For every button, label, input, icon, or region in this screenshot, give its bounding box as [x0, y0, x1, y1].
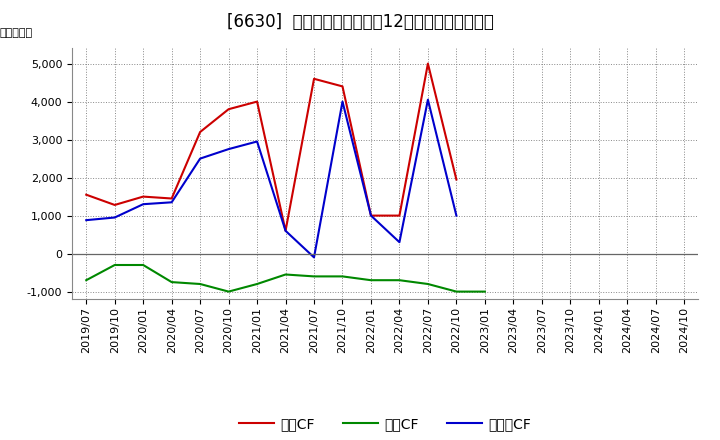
投資CF	[139, 262, 148, 268]
投資CF	[167, 279, 176, 285]
フリーCF	[338, 99, 347, 104]
Text: [6630]  キャッシュフローの12か月移動合計の推移: [6630] キャッシュフローの12か月移動合計の推移	[227, 13, 493, 31]
Y-axis label: （百万円）: （百万円）	[0, 28, 32, 38]
投資CF	[82, 278, 91, 283]
投資CF	[225, 289, 233, 294]
営業CF	[310, 76, 318, 81]
投資CF	[253, 281, 261, 286]
フリーCF	[110, 215, 119, 220]
投資CF	[452, 289, 461, 294]
投資CF	[480, 289, 489, 294]
フリーCF	[282, 228, 290, 234]
投資CF	[366, 278, 375, 283]
営業CF	[282, 228, 290, 234]
Line: 営業CF: 営業CF	[86, 64, 456, 231]
フリーCF	[452, 213, 461, 218]
営業CF	[82, 192, 91, 197]
投資CF	[395, 278, 404, 283]
営業CF	[139, 194, 148, 199]
営業CF	[395, 213, 404, 218]
営業CF	[452, 177, 461, 182]
営業CF	[225, 106, 233, 112]
フリーCF	[310, 255, 318, 260]
フリーCF	[196, 156, 204, 161]
フリーCF	[167, 200, 176, 205]
Line: 投資CF: 投資CF	[86, 265, 485, 292]
投資CF	[338, 274, 347, 279]
フリーCF	[139, 202, 148, 207]
Legend: 営業CF, 投資CF, フリーCF: 営業CF, 投資CF, フリーCF	[233, 411, 537, 436]
投資CF	[310, 274, 318, 279]
投資CF	[196, 281, 204, 286]
営業CF	[167, 196, 176, 201]
営業CF	[196, 129, 204, 135]
投資CF	[110, 262, 119, 268]
営業CF	[110, 202, 119, 208]
営業CF	[338, 84, 347, 89]
営業CF	[253, 99, 261, 104]
投資CF	[423, 281, 432, 286]
営業CF	[366, 213, 375, 218]
フリーCF	[366, 213, 375, 218]
フリーCF	[82, 217, 91, 223]
営業CF	[423, 61, 432, 66]
フリーCF	[225, 147, 233, 152]
Line: フリーCF: フリーCF	[86, 100, 456, 257]
フリーCF	[395, 239, 404, 245]
フリーCF	[423, 97, 432, 103]
投資CF	[282, 272, 290, 277]
フリーCF	[253, 139, 261, 144]
